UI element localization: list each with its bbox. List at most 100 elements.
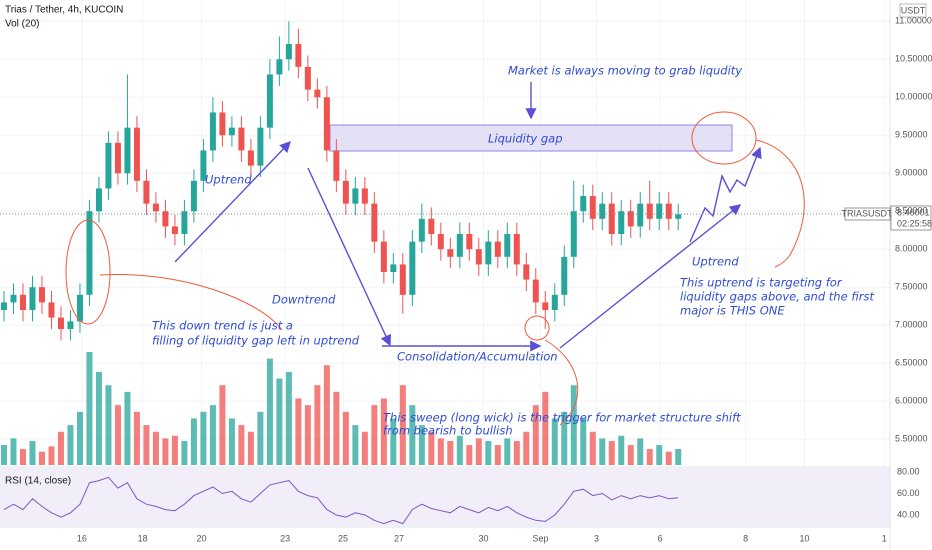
candle-body	[542, 302, 549, 310]
volume-bar	[570, 385, 577, 465]
x-tick-label: 30	[479, 533, 489, 543]
marks	[0, 21, 682, 525]
highlight-circle	[691, 111, 757, 165]
volume-bar	[656, 445, 663, 465]
volume-bar	[285, 371, 292, 465]
annotation: Liquidity gap	[488, 132, 563, 146]
candle-body	[447, 249, 454, 257]
candle-body	[133, 127, 140, 181]
x-tick-label: Sep	[533, 533, 549, 543]
volume-bar	[523, 431, 530, 465]
x-tick-label: 25	[338, 533, 348, 543]
candle-body	[86, 211, 93, 295]
volume-bar	[618, 435, 625, 465]
arrow	[307, 167, 391, 347]
volume-bar	[67, 425, 74, 465]
candle-body	[0, 302, 7, 310]
currency: USDT	[901, 5, 926, 15]
volume-bar	[10, 438, 17, 465]
candle-body	[114, 142, 121, 174]
candle-body	[67, 321, 74, 329]
volume-bar	[228, 418, 235, 465]
candle-body	[285, 44, 292, 60]
candle-body	[76, 294, 83, 322]
rsi-tick-label: 60.00	[897, 488, 920, 498]
candle-body	[143, 180, 150, 204]
volume-bar	[276, 378, 283, 465]
x-tick-label: 10	[800, 533, 810, 543]
y-tick-label: 10.50000	[895, 54, 932, 64]
candle-body	[152, 203, 159, 212]
x-tick-label: 6	[658, 533, 663, 543]
candle-body	[200, 150, 207, 181]
candle-body	[342, 180, 349, 204]
candle-body	[190, 180, 197, 212]
candle-body	[618, 211, 625, 235]
highlight-circle	[524, 315, 550, 341]
volume-bar	[637, 438, 644, 465]
volume-bar	[266, 358, 273, 465]
volume-bar	[38, 451, 45, 465]
candle-body	[57, 317, 64, 329]
currency-box	[899, 3, 927, 18]
symbol-label: Trias / Tether, 4h, KUCOIN	[5, 5, 123, 16]
volume-bar	[466, 445, 473, 465]
volume-label: Vol (20)	[5, 19, 39, 30]
volume-bar	[675, 449, 682, 465]
candle-body	[371, 203, 378, 242]
candle-body	[352, 188, 359, 204]
volume-bar	[143, 425, 150, 465]
volume-bar	[361, 431, 368, 465]
volume-bar	[409, 405, 416, 465]
volume-bar	[418, 425, 425, 465]
volume-bar	[599, 438, 606, 465]
candle-body	[361, 188, 368, 204]
volume-bar	[190, 418, 197, 465]
volume-bar	[456, 435, 463, 465]
candle-body	[295, 44, 302, 67]
candle-body	[333, 150, 340, 181]
volume-bar	[513, 441, 520, 465]
candle-body	[38, 287, 45, 303]
y-tick-label: 6.00000	[895, 396, 928, 406]
candle-body	[247, 150, 254, 166]
volume-bar	[0, 445, 7, 465]
candle-body	[589, 196, 596, 219]
candle-body	[219, 112, 226, 136]
candle-body	[485, 241, 492, 265]
volume-bar	[304, 405, 311, 465]
annotation: from bearish to bullish	[383, 424, 513, 438]
volume-bar	[333, 391, 340, 465]
candle-body	[466, 234, 473, 250]
ticker: TRIASUSDT	[841, 208, 893, 218]
candle-body	[646, 203, 653, 219]
candle-body	[627, 211, 634, 227]
highlight-circle	[65, 219, 111, 325]
volume-bar	[323, 365, 330, 465]
annotation: This uptrend is targeting for	[680, 276, 843, 290]
candle-body	[105, 142, 112, 189]
volume-bar	[399, 385, 406, 465]
candle-body	[599, 203, 606, 219]
candle-body	[523, 264, 530, 280]
x-tick-label: 1	[882, 533, 887, 543]
connector	[99, 273, 283, 331]
x-tick-label: 23	[280, 533, 290, 543]
volume-bar	[380, 398, 387, 465]
volume-bar	[437, 438, 444, 465]
candle-body	[656, 203, 663, 219]
volume-bar	[561, 411, 568, 465]
candle-body	[181, 211, 188, 235]
volume-bar	[352, 425, 359, 465]
candle-body	[399, 264, 406, 295]
volume-bar	[105, 385, 112, 465]
volume-bar	[295, 398, 302, 465]
countdown: 02:25:58	[897, 218, 932, 228]
candle-body	[162, 211, 169, 227]
annotation: Uptrend	[692, 255, 739, 269]
x-tick-label: 8	[743, 533, 748, 543]
volume-bar	[162, 438, 169, 465]
candle-body	[504, 234, 511, 257]
annotation: Uptrend	[205, 173, 252, 187]
